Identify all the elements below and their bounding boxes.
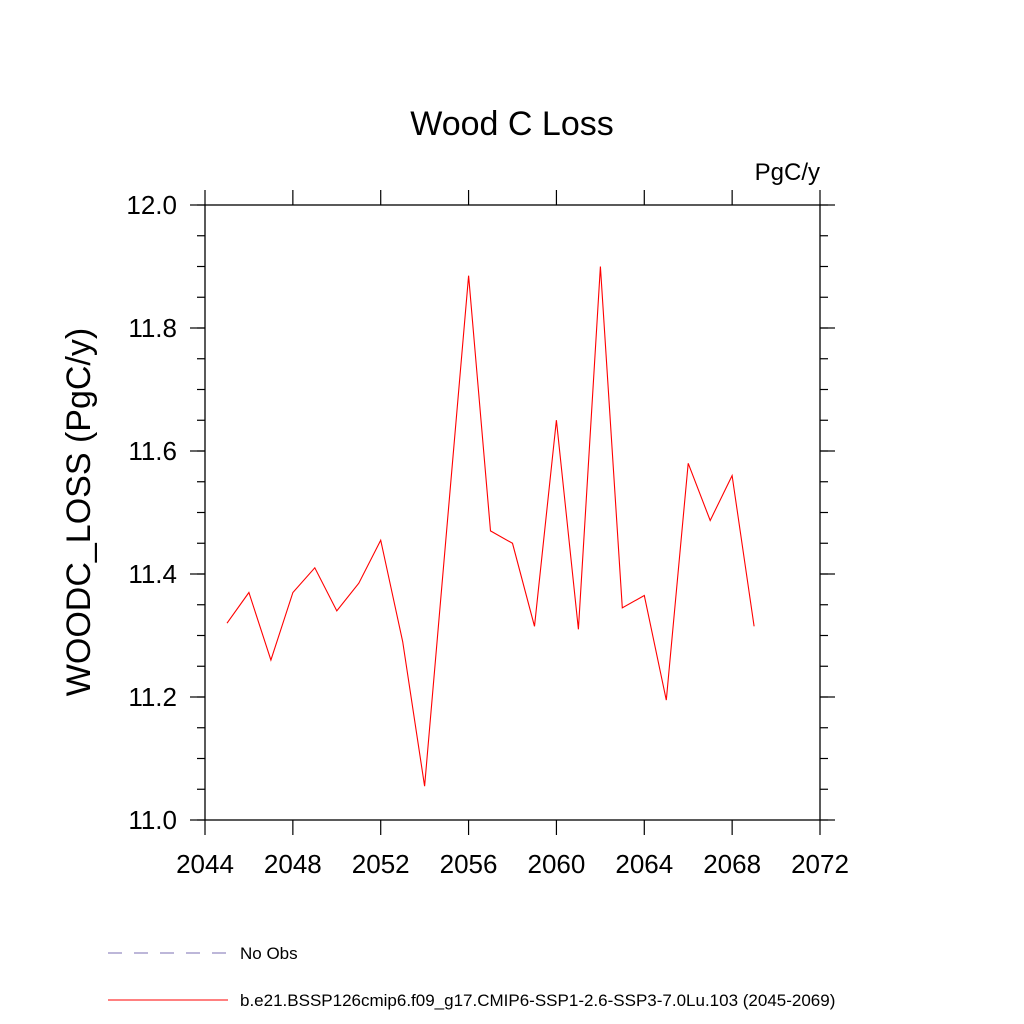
x-tick-label: 2060 — [528, 849, 586, 879]
units-label: PgC/y — [755, 159, 820, 186]
legend: No Obs b.e21.BSSP126cmip6.f09_g17.CMIP6-S… — [108, 944, 835, 1010]
x-tick-label: 2064 — [615, 849, 673, 879]
x-tick-labels: 2044 2048 2052 2056 2060 2064 2068 2072 — [176, 849, 849, 879]
y-tick-label: 12.0 — [126, 190, 177, 220]
x-tick-label: 2048 — [264, 849, 322, 879]
y-tick-label: 11.0 — [128, 805, 177, 835]
x-tick-label: 2072 — [791, 849, 849, 879]
y-tick-label: 11.8 — [128, 313, 177, 343]
legend-label: b.e21.BSSP126cmip6.f09_g17.CMIP6-SSP1-2.… — [240, 991, 835, 1010]
y-tick-label: 11.6 — [128, 436, 177, 466]
y-tick-labels: 11.0 11.2 11.4 11.6 11.8 12.0 — [126, 190, 177, 835]
y-axis-label: WOODC_LOSS (PgC/y) — [60, 328, 98, 696]
x-tick-label: 2068 — [703, 849, 761, 879]
axis-ticks — [190, 190, 835, 835]
series-lines — [226, 266, 755, 787]
y-tick-label: 11.4 — [128, 559, 177, 589]
x-tick-label: 2044 — [176, 849, 234, 879]
plot-frame — [204, 204, 821, 821]
x-tick-label: 2056 — [440, 849, 498, 879]
series-line — [226, 266, 755, 787]
chart-title: Wood C Loss — [410, 105, 613, 143]
legend-label: No Obs — [240, 944, 298, 963]
x-tick-label: 2052 — [352, 849, 410, 879]
y-tick-label: 11.2 — [128, 682, 177, 712]
